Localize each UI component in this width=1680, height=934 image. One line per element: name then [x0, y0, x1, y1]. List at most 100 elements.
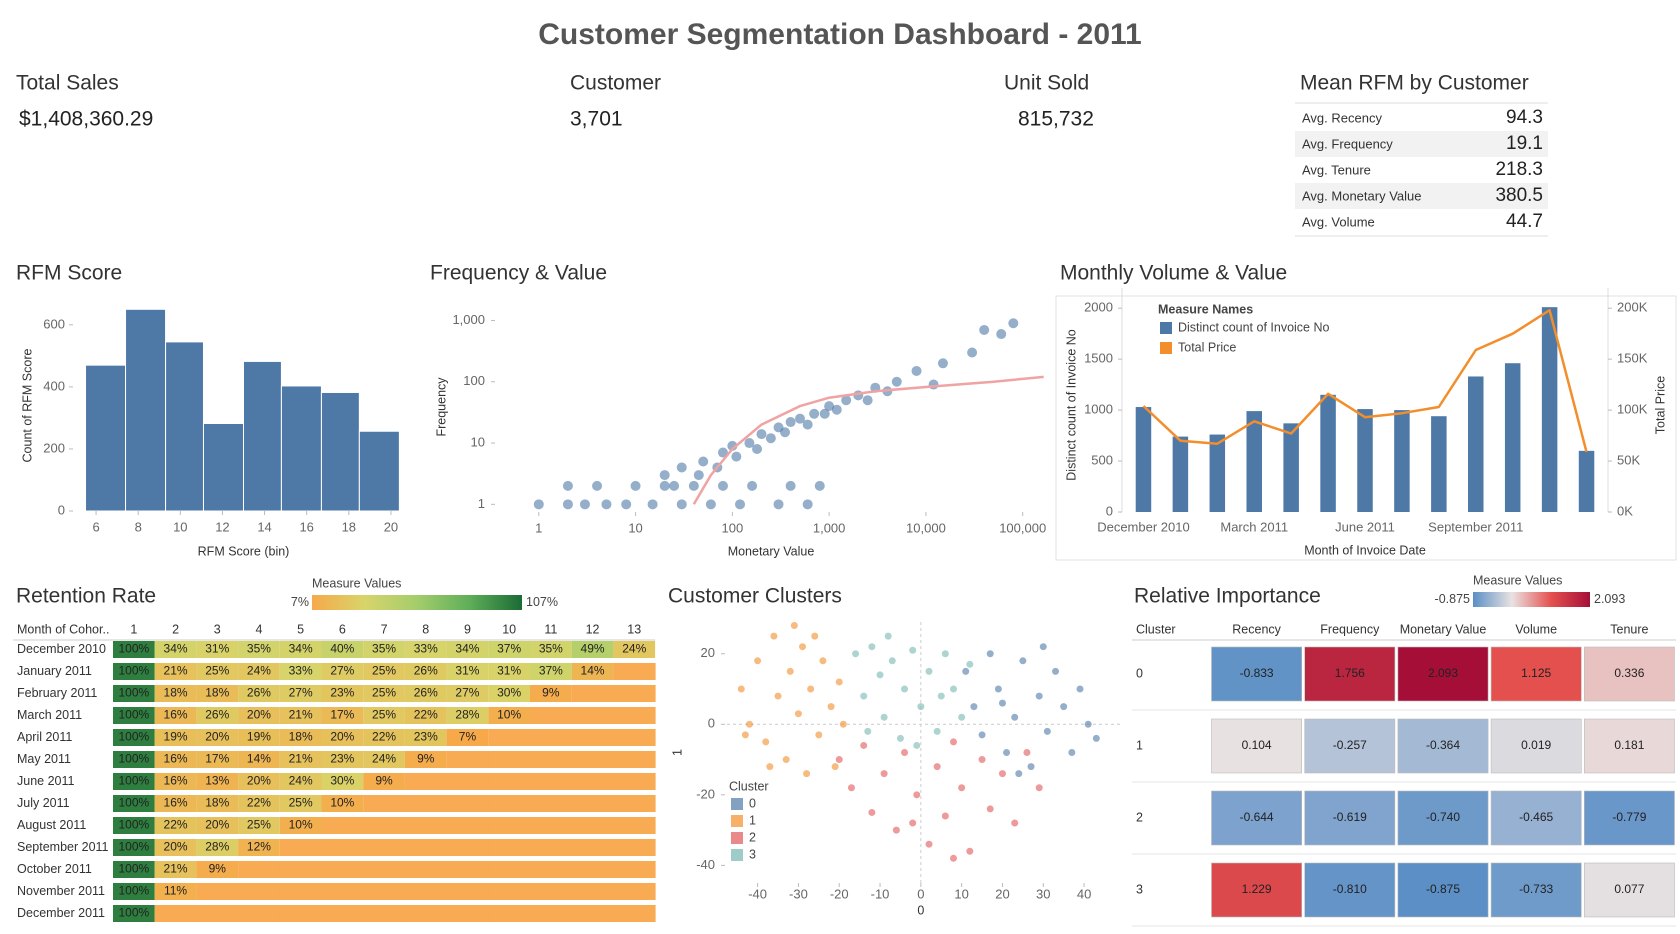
cell [154, 839, 197, 856]
column-header: Volume [1515, 622, 1557, 636]
row-label: September 2011 [17, 840, 109, 854]
cell [113, 839, 155, 856]
row-label: July 2011 [17, 796, 70, 810]
cell [196, 795, 239, 812]
cell-label: 24% [289, 774, 313, 788]
empty-cell [446, 883, 489, 900]
cell [1584, 646, 1675, 702]
empty-cell [321, 905, 364, 922]
point [811, 632, 819, 640]
cell [154, 773, 197, 790]
column-header: 1 [130, 622, 137, 636]
point [896, 734, 904, 742]
point [621, 499, 632, 510]
empty-cell [279, 883, 322, 900]
point [860, 741, 868, 749]
point [705, 499, 716, 510]
column-header: Tenure [1610, 622, 1648, 636]
empty-cell [488, 883, 531, 900]
empty-cell [488, 839, 531, 856]
cell-label: 30% [497, 686, 521, 700]
row-header: Month of Cohor.. [17, 622, 109, 636]
cell-label: 25% [372, 686, 396, 700]
bar [165, 341, 204, 512]
point [978, 756, 986, 764]
point [860, 692, 868, 700]
point [1027, 763, 1035, 771]
cell-label: -0.810 [1333, 882, 1367, 896]
empty-cell [446, 905, 489, 922]
y-tick-label: 500 [1091, 452, 1113, 467]
empty-cell [196, 905, 239, 922]
cell-label: 2.093 [1428, 666, 1458, 680]
x-tick-label: 20 [995, 886, 1009, 901]
y-tick-label: 50K [1617, 452, 1640, 467]
point [717, 480, 728, 491]
cell [279, 795, 322, 812]
cell-label: 26% [205, 708, 229, 722]
x-tick-label: 20 [384, 519, 398, 534]
empty-cell [279, 861, 322, 878]
empty-cell [404, 905, 448, 922]
empty-cell [530, 707, 573, 724]
cell-label: 100% [118, 686, 149, 700]
cell-label: 100% [118, 796, 149, 810]
cell-label: 100% [118, 708, 149, 722]
column-header: Recency [1232, 622, 1281, 636]
point [888, 657, 896, 665]
x-tick-label: 1,000 [813, 520, 846, 535]
empty-cell [530, 795, 573, 812]
cell-label: 9% [542, 686, 560, 700]
empty-cell [488, 905, 531, 922]
plot-area [727, 622, 1120, 883]
bar [1246, 411, 1262, 512]
chart-title: Frequency & Value [430, 262, 607, 285]
y-tick-label: 20 [701, 645, 715, 660]
cell-label: 100% [118, 642, 149, 656]
cell-label: 27% [289, 686, 313, 700]
point [1068, 749, 1076, 756]
bar [1283, 423, 1299, 512]
point [756, 429, 767, 440]
cell [1397, 862, 1489, 918]
cell-label: 10% [497, 708, 521, 722]
cell [321, 663, 364, 680]
point [937, 692, 945, 700]
point [1043, 727, 1051, 735]
chart-title: Monthly Volume & Value [1060, 262, 1287, 285]
cell [154, 707, 197, 724]
legend-title: Measure Values [1473, 573, 1562, 587]
empty-cell [363, 795, 406, 812]
empty-cell [613, 707, 656, 724]
cell [113, 773, 155, 790]
cell-label: 13% [205, 774, 229, 788]
cell-label: 20% [205, 730, 229, 744]
legend-label: 2 [749, 830, 756, 844]
cell [363, 663, 405, 680]
empty-cell [321, 861, 364, 878]
point [819, 408, 830, 419]
cell [279, 817, 322, 834]
cell [113, 751, 155, 768]
point [841, 395, 852, 406]
cell [196, 817, 239, 834]
cell-label: 35% [372, 642, 396, 656]
empty-cell [571, 795, 614, 812]
point [986, 650, 994, 658]
cell-label: 20% [247, 708, 271, 722]
y-axis-label: 1 [670, 749, 684, 756]
point [1035, 784, 1043, 792]
cell [196, 861, 239, 878]
cell [279, 685, 322, 702]
point [933, 763, 941, 771]
cell [488, 685, 530, 702]
point [659, 480, 670, 491]
cell-label: 28% [455, 708, 479, 722]
x-axis-label: 0 [917, 903, 924, 917]
cell-label: 35% [247, 642, 271, 656]
empty-cell [238, 905, 281, 922]
point [876, 671, 884, 679]
x-tick-label: 14 [257, 519, 271, 534]
bar [1135, 407, 1152, 512]
cell-label: 100% [118, 862, 149, 876]
